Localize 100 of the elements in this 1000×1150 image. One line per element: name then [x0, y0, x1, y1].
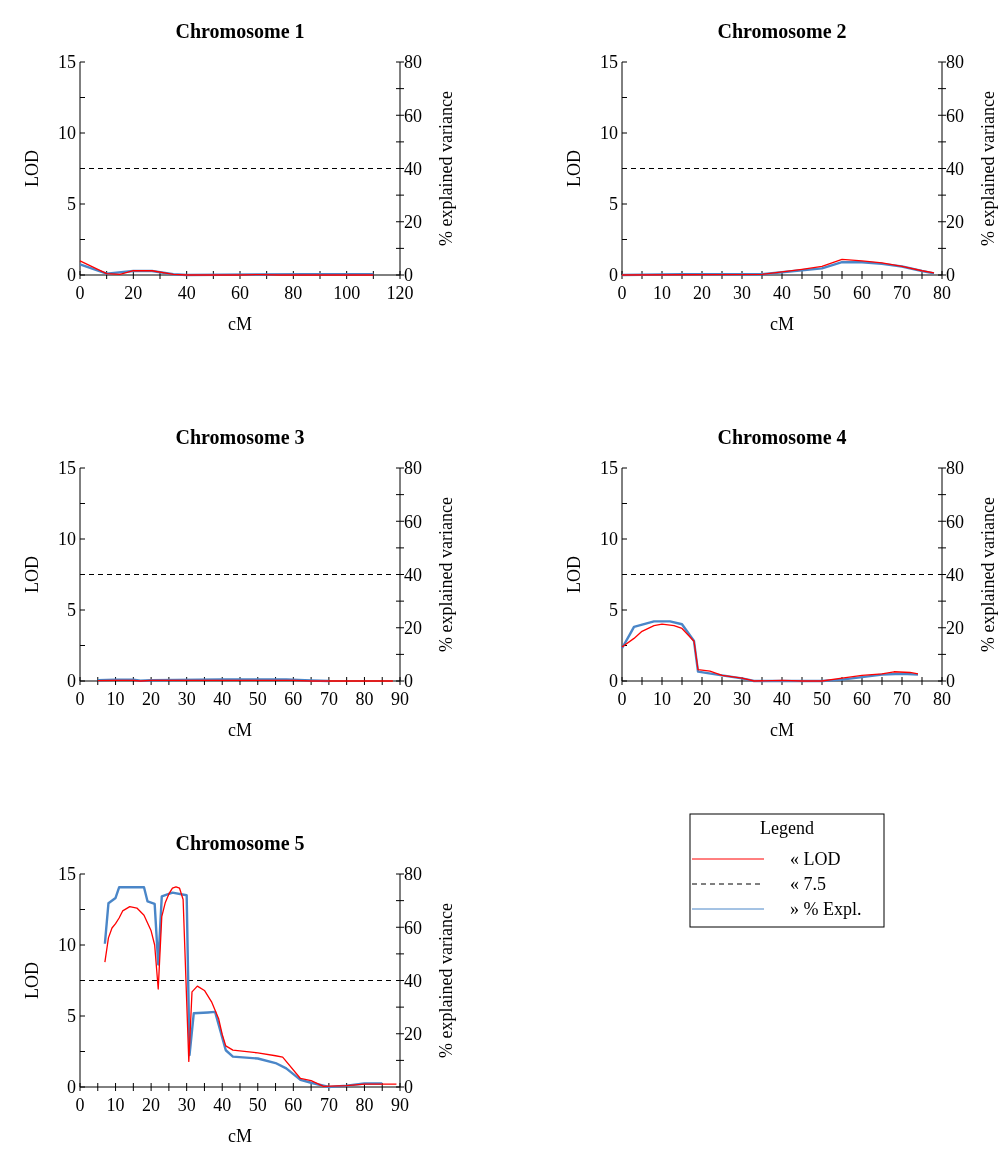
y2-axis-title: % explained variance [978, 91, 998, 246]
x-tick-label: 60 [853, 689, 871, 709]
x-tick-label: 40 [773, 283, 791, 303]
x-tick-label: 80 [933, 283, 951, 303]
x-tick-label: 60 [284, 1095, 303, 1115]
y2-tick-label: 80 [404, 458, 422, 479]
x-tick-label: 30 [177, 689, 196, 709]
x-tick-label: 20 [693, 689, 711, 709]
y-tick-label: 15 [600, 458, 618, 479]
y2-tick-label: 60 [404, 511, 422, 532]
y-tick-label: 15 [58, 52, 76, 73]
legend-label: « 7.5 [790, 874, 826, 895]
y2-tick-label: 20 [404, 1024, 422, 1045]
legend-label: « LOD [790, 849, 841, 870]
x-tick-label: 70 [319, 689, 338, 709]
y2-tick-label: 40 [946, 564, 964, 585]
y2-tick-label: 40 [404, 970, 422, 991]
chart-title: Chromosome 3 [175, 426, 305, 448]
x-tick-label: 50 [248, 689, 267, 709]
x-tick-label: 30 [733, 689, 751, 709]
x-tick-label: 50 [813, 689, 831, 709]
x-axis-title: cM [228, 1126, 252, 1146]
y2-tick-label: 80 [404, 864, 422, 885]
y-axis-title: LOD [564, 150, 584, 187]
x-tick-label: 70 [893, 689, 911, 709]
y-axis-title: LOD [22, 962, 42, 999]
x-tick-label: 40 [773, 689, 791, 709]
y2-axis-title: % explained variance [436, 903, 456, 1058]
y2-axis-title: % explained variance [436, 91, 456, 246]
x-tick-label: 30 [177, 1095, 196, 1115]
x-tick-label: 90 [391, 689, 409, 709]
y-tick-label: 5 [67, 194, 76, 215]
y2-axis-title: % explained variance [978, 497, 998, 652]
y-axis-title: LOD [564, 556, 584, 593]
chart-title: Chromosome 5 [175, 832, 305, 854]
x-tick-label: 30 [733, 283, 751, 303]
x-tick-label: 70 [893, 283, 911, 303]
y-tick-label: 10 [600, 529, 618, 550]
legend-label: » % Expl. [790, 899, 862, 920]
chart-title: Chromosome 1 [175, 20, 305, 42]
x-tick-label: 120 [386, 283, 414, 303]
y2-tick-label: 40 [404, 564, 422, 585]
x-axis-title: cM [770, 314, 794, 334]
x-tick-label: 20 [693, 283, 711, 303]
y2-tick-label: 0 [404, 671, 413, 692]
x-tick-label: 50 [813, 283, 831, 303]
y2-tick-label: 0 [404, 1077, 413, 1098]
y2-tick-label: 20 [946, 212, 964, 233]
x-tick-label: 60 [231, 283, 249, 303]
y2-tick-label: 20 [946, 618, 964, 639]
y-tick-label: 10 [58, 935, 76, 956]
y2-tick-label: 0 [404, 265, 413, 286]
y-tick-label: 0 [67, 1077, 76, 1098]
y-axis-title: LOD [22, 150, 42, 187]
y-tick-label: 10 [58, 123, 76, 144]
y2-tick-label: 80 [404, 52, 422, 73]
x-tick-label: 20 [142, 689, 161, 709]
x-tick-label: 10 [653, 283, 671, 303]
y-tick-label: 0 [67, 671, 76, 692]
y2-tick-label: 0 [946, 265, 955, 286]
x-tick-label: 60 [284, 689, 303, 709]
y2-tick-label: 40 [404, 158, 422, 179]
y-tick-label: 15 [58, 458, 76, 479]
x-tick-label: 40 [213, 689, 232, 709]
y-tick-label: 0 [67, 265, 76, 286]
y-tick-label: 5 [609, 600, 618, 621]
y2-tick-label: 20 [404, 212, 422, 233]
y2-tick-label: 80 [946, 52, 964, 73]
x-tick-label: 80 [284, 283, 303, 303]
y-tick-label: 0 [609, 671, 618, 692]
y-tick-label: 15 [58, 864, 76, 885]
x-tick-label: 60 [853, 283, 871, 303]
y-tick-label: 10 [600, 123, 618, 144]
x-tick-label: 40 [213, 1095, 232, 1115]
y2-tick-label: 40 [946, 158, 964, 179]
y2-tick-label: 20 [404, 618, 422, 639]
x-axis-title: cM [228, 720, 252, 740]
x-tick-label: 10 [106, 689, 125, 709]
x-tick-label: 10 [653, 689, 671, 709]
legend-title: Legend [760, 818, 814, 838]
y2-tick-label: 60 [946, 105, 964, 126]
chart-title: Chromosome 2 [717, 20, 847, 42]
x-tick-label: 90 [391, 1095, 409, 1115]
x-tick-label: 70 [319, 1095, 338, 1115]
y2-tick-label: 0 [946, 671, 955, 692]
x-tick-label: 10 [106, 1095, 125, 1115]
chart-title: Chromosome 4 [717, 426, 847, 448]
x-axis-title: cM [770, 720, 794, 740]
x-tick-label: 80 [355, 1095, 374, 1115]
y2-tick-label: 60 [404, 105, 422, 126]
x-tick-label: 50 [248, 1095, 267, 1115]
y-tick-label: 5 [67, 600, 76, 621]
y2-tick-label: 80 [946, 458, 964, 479]
x-tick-label: 80 [355, 689, 374, 709]
y-tick-label: 10 [58, 529, 76, 550]
y2-tick-label: 60 [946, 511, 964, 532]
x-tick-label: 20 [142, 1095, 161, 1115]
x-tick-label: 80 [933, 689, 951, 709]
y-axis-title: LOD [22, 556, 42, 593]
y2-tick-label: 60 [404, 917, 422, 938]
